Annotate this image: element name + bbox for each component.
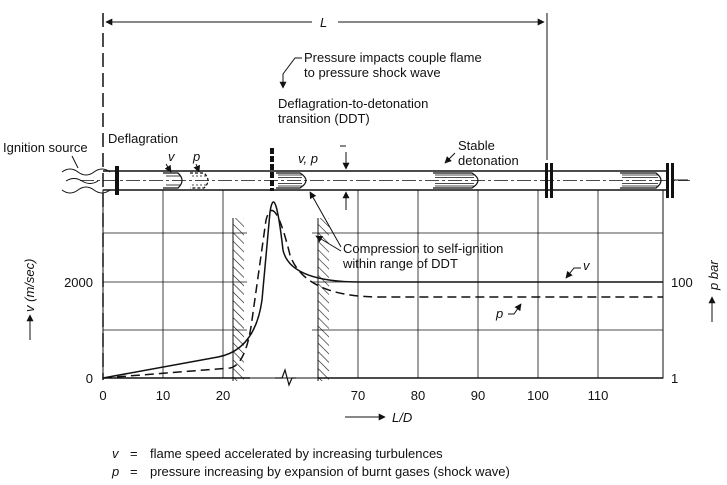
p-curve [102,209,663,379]
stable-detonation-label: Stable [458,138,495,153]
svg-text:p: p [192,149,200,164]
svg-text:110: 110 [588,388,609,403]
left-axis-label: v (m/sec) [22,259,37,312]
pressure-impacts-label: Pressure impacts couple flame [304,50,482,65]
svg-text:v: v [168,149,176,164]
chart-grid [102,189,664,379]
v-curve [102,201,663,379]
ignition-source-label: Ignition source [3,140,88,155]
x-axis [103,368,663,387]
svg-text:80: 80 [411,388,425,403]
legend-row-p: p = pressure increasing by expansion of bu… [112,464,510,479]
svg-text:to pressure shock wave: to pressure shock wave [304,65,441,80]
pipe [61,148,690,210]
svg-text:2000: 2000 [64,275,93,290]
length-label: L [320,15,327,30]
svg-text:detonation: detonation [458,153,519,168]
ddt-label: Deflagration-to-detonation [278,96,428,111]
svg-text:transition (DDT): transition (DDT) [278,111,370,126]
compression-label: Compression to self-ignition [343,241,503,256]
svg-text:10: 10 [156,388,170,403]
annotations: Ignition source Deflagration v p Pressur… [3,50,591,321]
flange-left [115,166,119,195]
svg-text:90: 90 [471,388,485,403]
hatched-ddt-zone [232,218,329,381]
svg-text:within range of DDT: within range of DDT [342,256,458,271]
svg-text:0: 0 [86,371,93,386]
svg-text:0: 0 [99,388,106,403]
svg-text:100: 100 [527,388,549,403]
x-axis-label: L/D [392,410,412,425]
v-curve-label: v [583,258,591,273]
flange-right [666,163,669,198]
flange-middle [545,163,548,198]
vp-label: v, p [298,151,318,166]
p-curve-label: p [495,306,503,321]
svg-text:20: 20 [216,388,230,403]
axis-titles: v (m/sec) p bar L/D [22,259,721,425]
deflagration-label: Deflagration [108,131,178,146]
curves [102,201,663,379]
svg-text:70: 70 [351,388,365,403]
legend-row-v: v = flame speed accelerated by increasing … [112,446,443,461]
svg-text:100: 100 [671,275,693,290]
svg-text:1: 1 [671,371,678,386]
right-axis-label: p bar [706,260,721,291]
tick-labels: 0 2000 1 100 0 10 20 70 80 90 100 110 [64,275,693,403]
ignition-flame-icon [61,168,111,194]
